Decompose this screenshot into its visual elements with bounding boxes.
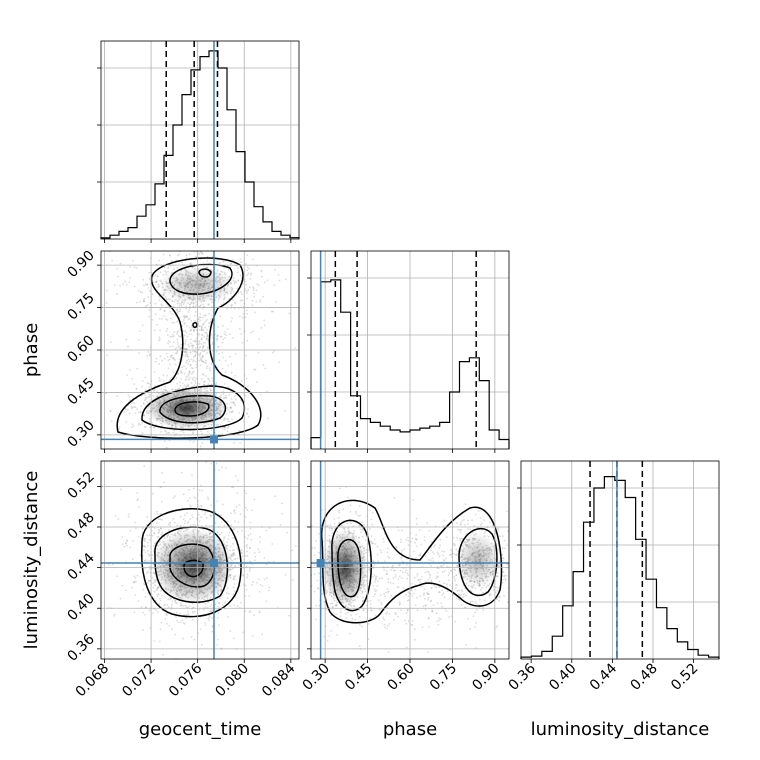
panel-frame: [100, 250, 300, 450]
contour-line: [140, 508, 242, 618]
contour-line: [337, 538, 362, 598]
y-tick-label: 0.75: [64, 290, 97, 323]
contour-line: [141, 385, 246, 431]
y-tick-label: 0.45: [64, 375, 97, 408]
y-tick-label: 0.60: [64, 332, 97, 365]
y-tick-label: 0.48: [64, 509, 97, 542]
x-tick-label: 0.44: [587, 660, 620, 693]
y-tick-label: 0.52: [64, 469, 97, 502]
density-region: [144, 387, 228, 429]
contour-line: [169, 263, 233, 295]
contour-line: [331, 519, 372, 612]
x-tick-label: 0.30: [300, 661, 333, 694]
x-tick-label: 0.52: [668, 661, 701, 694]
y-tick-label: 0.30: [64, 417, 97, 450]
histogram-step-line: [520, 476, 720, 659]
density-region: [455, 532, 501, 588]
scatter-panel-distance-vs-phase: 0.30 0.45 0.60 0.75 0.90: [300, 460, 510, 694]
contour-line: [198, 268, 212, 278]
contour-line: [174, 401, 210, 417]
x-tick-label: 0.072: [119, 661, 159, 701]
contour-line: [192, 322, 198, 328]
panel-frame: [310, 250, 510, 450]
contour-line: [321, 499, 503, 624]
x-tick-label: 0.40: [546, 661, 579, 694]
panel-frame: [100, 460, 300, 660]
x-tick-label: 0.90: [469, 661, 502, 694]
histogram-step-line: [310, 279, 510, 449]
ylabel-phase: phase: [21, 323, 42, 377]
y-tick-label: 0.36: [64, 631, 97, 664]
truth-marker: [316, 559, 325, 568]
contour-line: [159, 394, 227, 424]
contour-line: [183, 559, 204, 578]
x-tick-label: 0.36: [506, 660, 539, 693]
x-tick-label: 0.076: [166, 660, 206, 700]
y-tick-label: 0.44: [64, 550, 97, 583]
xlabel-luminosity-distance: luminosity_distance: [531, 719, 710, 740]
density-region: [158, 266, 236, 304]
panel-frame: [310, 460, 510, 660]
panel-frame: [520, 460, 720, 660]
hist-panel-geocent-time: [97, 40, 300, 243]
x-tick-label: 0.75: [427, 661, 460, 694]
panel-frame: [100, 40, 300, 240]
x-tick-label: 0.45: [342, 661, 375, 694]
x-tick-label: 0.48: [627, 661, 660, 694]
x-tick-label: 0.084: [259, 660, 299, 700]
contour-line: [154, 526, 229, 604]
truth-marker: [209, 435, 218, 444]
y-tick-label: 0.90: [64, 248, 97, 281]
xlabel-phase: phase: [383, 719, 437, 740]
xlabel-geocent-time: geocent_time: [139, 719, 262, 740]
x-tick-label: 0.068: [73, 661, 113, 701]
truth-marker: [209, 559, 218, 568]
hist-panel-phase: [307, 250, 510, 453]
scatter-panel-distance-vs-geocent-time: 0.068 0.072 0.076 0.080 0.084 0.36 0.40 0.44 0.4…: [64, 460, 300, 701]
x-tick-label: 0.60: [384, 661, 417, 694]
hist-panel-luminosity-distance: 0.36 0.40 0.44 0.48 0.52: [506, 460, 720, 694]
y-tick-label: 0.40: [64, 591, 97, 624]
x-tick-label: 0.080: [212, 661, 252, 701]
ylabel-luminosity-distance: luminosity_distance: [21, 471, 42, 650]
histogram-step-line: [100, 50, 300, 239]
